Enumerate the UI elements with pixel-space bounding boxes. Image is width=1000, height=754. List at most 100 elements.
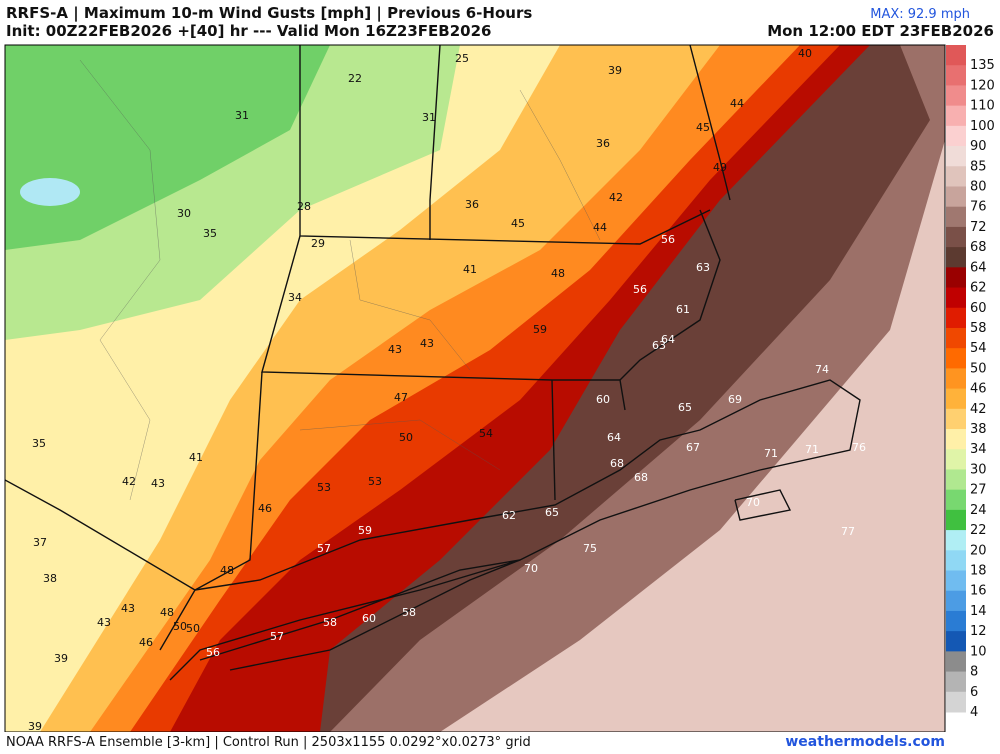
gust-value: 41 <box>463 263 477 276</box>
state-border <box>551 379 556 501</box>
colorbar-label: 68 <box>970 240 987 255</box>
gust-value: 64 <box>661 333 675 346</box>
gust-value: 43 <box>121 602 135 615</box>
gust-value: 76 <box>852 441 866 454</box>
colorbar-swatch <box>946 65 966 86</box>
gust-value: 49 <box>713 161 727 174</box>
state-border <box>689 45 731 201</box>
colorbar-swatch <box>946 610 966 632</box>
gust-value: 77 <box>841 525 855 538</box>
footer-source: NOAA RRFS-A Ensemble [3-km] | Control Ru… <box>6 735 531 750</box>
colorbar-label: 20 <box>970 543 987 558</box>
gust-value: 60 <box>362 612 376 625</box>
gust-value: 65 <box>545 506 559 519</box>
colorbar-label: 14 <box>970 604 987 619</box>
colorbar-swatch <box>946 429 966 450</box>
colorbar-swatch <box>946 105 966 127</box>
county-line <box>299 419 501 471</box>
colorbar-label: 10 <box>970 644 987 659</box>
gust-value: 61 <box>676 303 690 316</box>
gust-value: 69 <box>728 393 742 406</box>
gust-value: 71 <box>764 447 778 460</box>
gust-value: 39 <box>54 652 68 665</box>
colorbar-label: 50 <box>970 361 987 376</box>
colorbar-swatch <box>946 287 966 309</box>
county-line <box>519 89 601 241</box>
colorbar-swatch <box>946 590 966 612</box>
colorbar-label: 42 <box>970 402 987 417</box>
colorbar-label: 30 <box>970 462 987 477</box>
coastline <box>619 209 721 381</box>
colorbar: 1351201101009085807672686462605854504642… <box>946 45 995 720</box>
colorbar-swatch <box>946 307 966 329</box>
gust-value: 74 <box>815 363 829 376</box>
colorbar-swatch <box>946 550 966 572</box>
gust-value: 35 <box>32 437 46 450</box>
colorbar-swatch <box>946 45 966 66</box>
gust-value: 70 <box>524 562 538 575</box>
gust-value: 34 <box>288 291 302 304</box>
gust-value: 42 <box>609 191 623 204</box>
gust-value: 70 <box>746 496 760 509</box>
coastline <box>734 489 792 521</box>
coastline <box>199 559 521 671</box>
gust-value: 50 <box>173 620 187 633</box>
state-border <box>429 45 441 240</box>
colorbar-label: 64 <box>970 260 987 275</box>
gust-value: 58 <box>402 606 416 619</box>
gust-value: 50 <box>186 622 200 635</box>
gust-value: 44 <box>730 97 744 110</box>
gust-value: 45 <box>696 121 710 134</box>
colorbar-label: 60 <box>970 301 987 316</box>
region <box>5 45 330 250</box>
map: 22 25 39 40 31 31 44 45 36 49 30 35 28 36 45 42 44 29 56 41… <box>4 44 946 733</box>
gust-value: 39 <box>28 720 42 733</box>
colorbar-swatch <box>946 449 966 470</box>
colorbar-label: 135 <box>970 58 995 73</box>
colorbar-label: 34 <box>970 442 987 457</box>
gust-value: 35 <box>203 227 217 240</box>
gust-value: 43 <box>97 616 111 629</box>
colorbar-label: 54 <box>970 341 987 356</box>
gust-value: 62 <box>502 509 516 522</box>
gust-value: 31 <box>235 109 249 122</box>
gust-value: 46 <box>258 502 272 515</box>
county-line <box>349 239 471 371</box>
gust-value: 48 <box>160 606 174 619</box>
colorbar-label: 90 <box>970 139 987 154</box>
gust-value: 56 <box>661 233 675 246</box>
gust-value: 43 <box>151 477 165 490</box>
colorbar-swatch <box>946 146 966 167</box>
colorbar-swatch <box>946 408 966 430</box>
gust-value: 22 <box>348 72 362 85</box>
colorbar-label: 100 <box>970 119 995 134</box>
colorbar-swatch <box>946 85 966 107</box>
gust-value: 56 <box>206 646 220 659</box>
gust-value: 75 <box>583 542 597 555</box>
colorbar-swatch <box>946 206 966 228</box>
colorbar-swatch <box>946 247 966 268</box>
gust-value: 45 <box>511 217 525 230</box>
colorbar-label: 62 <box>970 281 987 296</box>
gust-value: 39 <box>608 64 622 77</box>
colorbar-swatch <box>946 327 966 349</box>
colorbar-label: 110 <box>970 99 995 114</box>
gust-value: 48 <box>551 267 565 280</box>
state-border <box>299 45 711 245</box>
gust-value: 25 <box>455 52 469 65</box>
colorbar-label: 80 <box>970 179 987 194</box>
valid-time: Mon 12:00 EDT 23FEB2026 <box>767 22 994 40</box>
gust-value: 38 <box>43 572 57 585</box>
gust-value: 53 <box>368 475 382 488</box>
colorbar-label: 120 <box>970 78 995 93</box>
gust-value: 48 <box>220 564 234 577</box>
colorbar-label: 76 <box>970 200 987 215</box>
max-label: MAX: 92.9 mph <box>870 7 970 22</box>
gust-value: 57 <box>317 542 331 555</box>
colorbar-label: 4 <box>970 705 978 720</box>
init-line: Init: 00Z22FEB2026 +[40] hr --- Valid Mo… <box>6 22 491 40</box>
gust-value: 57 <box>270 630 284 643</box>
colorbar-swatch <box>946 166 966 187</box>
gust-value: 36 <box>465 198 479 211</box>
